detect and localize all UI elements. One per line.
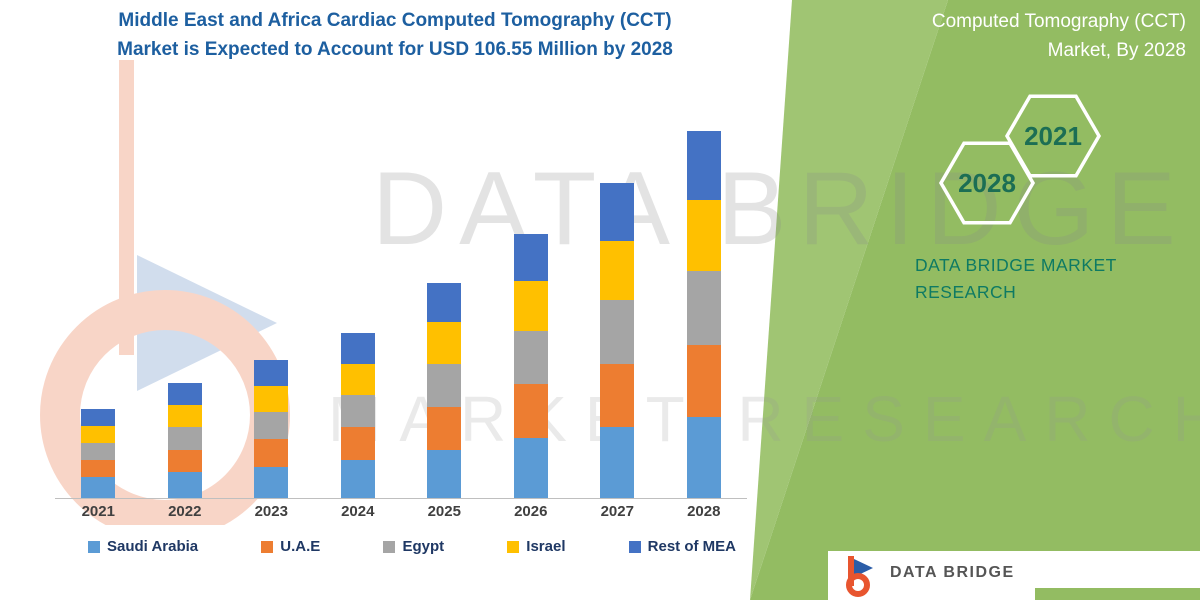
page-title-line1: Middle East and Africa Cardiac Computed … [118, 10, 672, 31]
bar-segment-egypt-2027 [600, 300, 635, 364]
legend-swatch-rest-of-mea [628, 540, 641, 553]
x-axis-label-2021: 2021 [81, 503, 115, 520]
legend-item-israel: Israel [507, 538, 566, 555]
bar-segment-rest-of-mea-2022 [167, 382, 202, 406]
watermark-text-line2: MARKET RESEARCH [328, 383, 1200, 455]
x-axis-labels: 2021 2022 2023 2024 2025 2026 2027 2028 [55, 503, 747, 520]
hexagons-icon: 2028 2021 [938, 94, 1102, 225]
bar-segment-israel-2028 [686, 200, 721, 271]
page-title-line2: Market is Expected to Account for USD 10… [117, 39, 673, 61]
footer-brand-block: DATA BRIDGE [828, 551, 1200, 600]
bar-segment-egypt-2026 [513, 330, 548, 385]
stacked-bar-chart [55, 66, 747, 499]
side-panel-heading: Computed Tomography (CCT) Market, By 202… [856, 8, 1186, 65]
bar-segment-egypt-2022 [167, 427, 202, 450]
bar-segment-rest-of-mea-2025 [427, 282, 462, 323]
legend-item-rest-of-mea: Rest of MEA [628, 538, 736, 555]
bar-column-2026 [488, 233, 575, 498]
bar-column-2025 [401, 282, 488, 498]
legend-label-egypt: Egypt [402, 538, 445, 555]
legend-item-egypt: Egypt [383, 538, 444, 555]
bar-segment-israel-2021 [81, 425, 116, 443]
footer-brand-name: DATA BRIDGE [890, 564, 1015, 581]
hexagon-year-2028: 2028 [958, 168, 1016, 198]
bar-segment-egypt-2024 [340, 394, 375, 428]
footer-brand-logo-icon [846, 556, 873, 597]
legend-label-israel: Israel [526, 538, 566, 555]
bar-segment-israel-2026 [513, 281, 548, 331]
bar-column-2028 [661, 131, 748, 498]
bar-segment-saudi-arabia-2026 [513, 437, 548, 498]
chart-legend: Saudi Arabia U.A.E Egypt Israel Rest of MEA [88, 538, 736, 555]
x-axis-label-2024: 2024 [341, 503, 375, 520]
legend-swatch-egypt [383, 540, 396, 553]
bar-segment-rest-of-mea-2021 [81, 408, 116, 426]
bar-column-2022 [142, 382, 229, 498]
bar-column-2027 [574, 182, 661, 498]
bar-segment-rest-of-mea-2024 [340, 333, 375, 364]
x-axis-label-2028: 2028 [687, 503, 721, 520]
bar-segment-egypt-2021 [81, 442, 116, 461]
bar-segment-rest-of-mea-2023 [254, 360, 289, 387]
bar-segment-israel-2024 [340, 363, 375, 395]
bar-segment-egypt-2025 [427, 363, 462, 407]
bar-segment-israel-2023 [254, 386, 289, 412]
bar-segment-egypt-2028 [686, 270, 721, 345]
x-axis-label-2022: 2022 [168, 503, 202, 520]
hexagon-year-2021: 2021 [1024, 121, 1082, 151]
bar-segment-saudi-arabia-2022 [167, 472, 202, 498]
hexagon-2021-icon [1004, 94, 1102, 178]
bar-segment-egypt-2023 [254, 411, 289, 440]
page-title: Middle East and Africa Cardiac Computed … [30, 6, 760, 65]
bar-segment-u-a-e-2022 [167, 449, 202, 473]
bar-segment-israel-2022 [167, 405, 202, 428]
bar-segment-u-a-e-2025 [427, 406, 462, 450]
bar-segment-u-a-e-2026 [513, 384, 548, 438]
side-panel-brand: DATA BRIDGE MARKET RESEARCH [915, 252, 1117, 306]
legend-swatch-saudi-arabia [88, 540, 100, 553]
bar-segment-saudi-arabia-2021 [81, 477, 116, 498]
bar-segment-saudi-arabia-2027 [600, 427, 635, 498]
bar-column-2024 [315, 333, 402, 498]
side-panel-heading-line2: Market, By 2028 [1047, 39, 1186, 61]
bar-segment-u-a-e-2023 [254, 439, 289, 467]
bar-segment-israel-2027 [600, 241, 635, 301]
bar-segment-rest-of-mea-2027 [600, 182, 635, 242]
x-axis-label-2025: 2025 [427, 503, 461, 520]
bar-segment-saudi-arabia-2028 [686, 417, 721, 498]
side-panel-brand-line1: DATA BRIDGE MARKET [915, 255, 1117, 275]
x-axis-label-2023: 2023 [254, 503, 288, 520]
bar-segment-saudi-arabia-2024 [340, 460, 375, 498]
bar-segment-u-a-e-2021 [81, 460, 116, 478]
hexagon-year-badges: 2028 2021 [925, 88, 1125, 243]
side-panel-brand-line2: RESEARCH [915, 282, 1017, 303]
bar-segment-saudi-arabia-2023 [254, 467, 289, 498]
bar-segment-saudi-arabia-2025 [427, 449, 462, 498]
legend-item-saudi-arabia: Saudi Arabia [88, 538, 198, 555]
bar-segment-rest-of-mea-2026 [513, 233, 548, 282]
legend-swatch-israel [507, 540, 520, 553]
legend-label-u-a-e: U.A.E [280, 538, 321, 555]
bar-column-2023 [228, 360, 315, 498]
side-panel-heading-line1: Computed Tomography (CCT) [931, 11, 1186, 32]
bar-segment-rest-of-mea-2028 [686, 131, 721, 201]
legend-swatch-u-a-e [261, 540, 274, 553]
x-axis-label-2027: 2027 [600, 503, 634, 520]
footer-green-bar [1035, 588, 1200, 600]
bar-segment-u-a-e-2028 [686, 344, 721, 418]
bar-column-2021 [55, 408, 142, 498]
x-axis-label-2026: 2026 [514, 503, 548, 520]
legend-label-rest-of-mea: Rest of MEA [647, 538, 736, 555]
legend-item-u-a-e: U.A.E [261, 538, 320, 555]
legend-label-saudi-arabia: Saudi Arabia [107, 538, 199, 555]
watermark-text-line1: DATA BRIDGE [372, 151, 1188, 267]
bar-segment-u-a-e-2024 [340, 427, 375, 461]
bar-segment-u-a-e-2027 [600, 363, 635, 428]
bar-segment-israel-2025 [427, 322, 462, 364]
